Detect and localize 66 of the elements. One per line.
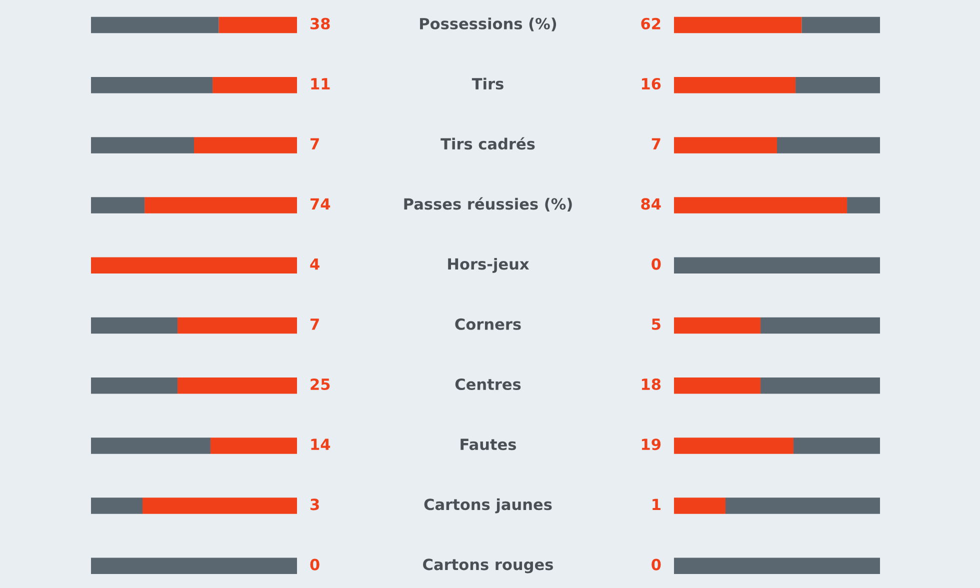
text: 25 bbox=[310, 378, 330, 390]
bar bbox=[91, 498, 142, 514]
text: 7 bbox=[652, 138, 660, 150]
text: 7 bbox=[310, 318, 319, 330]
bar bbox=[91, 257, 297, 274]
bar bbox=[802, 16, 880, 34]
text: 62 bbox=[641, 18, 660, 30]
y-tick-label: Possessions (%) bbox=[420, 18, 556, 32]
text: 4 bbox=[310, 258, 320, 270]
bar bbox=[91, 137, 194, 154]
bar bbox=[674, 16, 802, 34]
y-tick-label: Passes réussies (%) bbox=[404, 197, 572, 212]
text: 74 bbox=[310, 198, 330, 210]
bar bbox=[178, 377, 297, 394]
text: 5 bbox=[652, 318, 660, 330]
bar bbox=[91, 16, 219, 34]
bar bbox=[674, 197, 848, 214]
text: 7 bbox=[310, 138, 319, 150]
bar bbox=[91, 377, 178, 394]
y-tick-label: Centres bbox=[455, 378, 521, 390]
bar bbox=[91, 317, 178, 334]
y-tick-label: Tirs bbox=[472, 78, 504, 90]
bar bbox=[760, 377, 880, 394]
y-tick-label: Corners bbox=[455, 318, 521, 330]
bar bbox=[178, 317, 297, 334]
y-tick-label: Fautes bbox=[460, 438, 516, 450]
text: 11 bbox=[311, 78, 330, 90]
text: 3 bbox=[310, 498, 319, 510]
text: 0 bbox=[652, 558, 661, 570]
bar bbox=[674, 137, 777, 154]
text: 16 bbox=[642, 78, 661, 90]
bar bbox=[674, 317, 761, 334]
y-tick-label: Cartons jaunes bbox=[424, 498, 552, 514]
bar bbox=[847, 197, 880, 214]
bar bbox=[674, 438, 794, 454]
text: 19 bbox=[642, 438, 661, 450]
bar bbox=[674, 76, 796, 94]
bar bbox=[142, 498, 297, 514]
text: 0 bbox=[310, 558, 320, 570]
y-tick-label: Tirs cadrés bbox=[440, 137, 535, 150]
bar bbox=[91, 197, 145, 214]
text: 0 bbox=[652, 258, 661, 270]
y-tick-label: Hors-jeux bbox=[448, 258, 530, 273]
text: 1 bbox=[652, 498, 660, 510]
y-tick-label: Cartons rouges bbox=[423, 558, 553, 574]
bar bbox=[218, 16, 297, 34]
text: 84 bbox=[641, 198, 661, 210]
text: 14 bbox=[311, 438, 330, 450]
text: 38 bbox=[310, 18, 330, 30]
bar bbox=[674, 257, 880, 274]
bar bbox=[777, 137, 880, 154]
bar bbox=[674, 498, 726, 514]
bar bbox=[760, 317, 880, 334]
bar bbox=[91, 558, 297, 574]
bar bbox=[91, 438, 210, 454]
bar bbox=[793, 438, 880, 454]
bar bbox=[91, 76, 213, 94]
bar bbox=[674, 558, 880, 574]
bar bbox=[212, 76, 297, 94]
bar bbox=[144, 197, 297, 214]
bar bbox=[726, 498, 880, 514]
bar bbox=[210, 438, 297, 454]
bar bbox=[796, 76, 880, 94]
bar bbox=[194, 137, 297, 154]
text: 18 bbox=[642, 378, 661, 390]
bar bbox=[674, 377, 761, 394]
